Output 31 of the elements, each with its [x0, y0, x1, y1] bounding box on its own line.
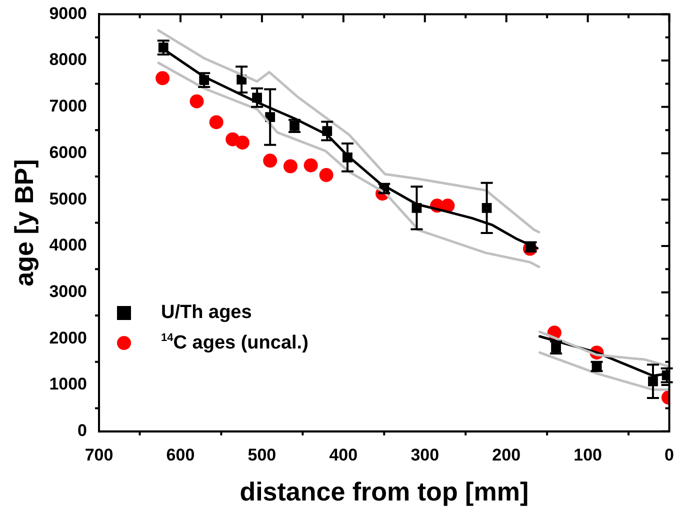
point [263, 154, 278, 168]
point [235, 136, 250, 150]
y-tick-label: 1000 [49, 374, 88, 394]
legend-label: U/Th ages [161, 302, 252, 324]
point [190, 94, 204, 108]
legend-label: $^{14}$C ages (uncal.) [161, 332, 308, 354]
y-tick-label: 7000 [49, 96, 88, 116]
point [304, 158, 318, 172]
point [283, 159, 298, 174]
y-tick-label: 4000 [49, 236, 88, 255]
y-tick-label: 6000 [49, 142, 88, 162]
y-tick-label: 2000 [49, 328, 88, 348]
x-tick-label: 500 [248, 445, 276, 464]
x-tick-label: 600 [166, 445, 195, 464]
y-tick-label: 8000 [49, 50, 88, 70]
point [156, 71, 170, 86]
point [440, 198, 455, 213]
x-axis-title: distance from top [mm] [240, 476, 529, 507]
point [209, 115, 224, 130]
x-tick-label: 400 [329, 445, 358, 464]
y-tick-label: 3000 [49, 282, 88, 302]
x-tick-label: 200 [492, 445, 521, 464]
y-axis-title: age [y BP] [8, 159, 39, 286]
y-tick-label: 9000 [49, 4, 88, 23]
x-tick-label: 700 [84, 445, 114, 464]
x-tick-label: 300 [410, 445, 440, 464]
y-tick-label: 0 [78, 421, 88, 440]
x-tick-label: 0 [664, 445, 674, 464]
x-tick-label: 100 [574, 445, 602, 464]
point [319, 168, 334, 182]
y-tick-label: 5000 [49, 189, 88, 208]
